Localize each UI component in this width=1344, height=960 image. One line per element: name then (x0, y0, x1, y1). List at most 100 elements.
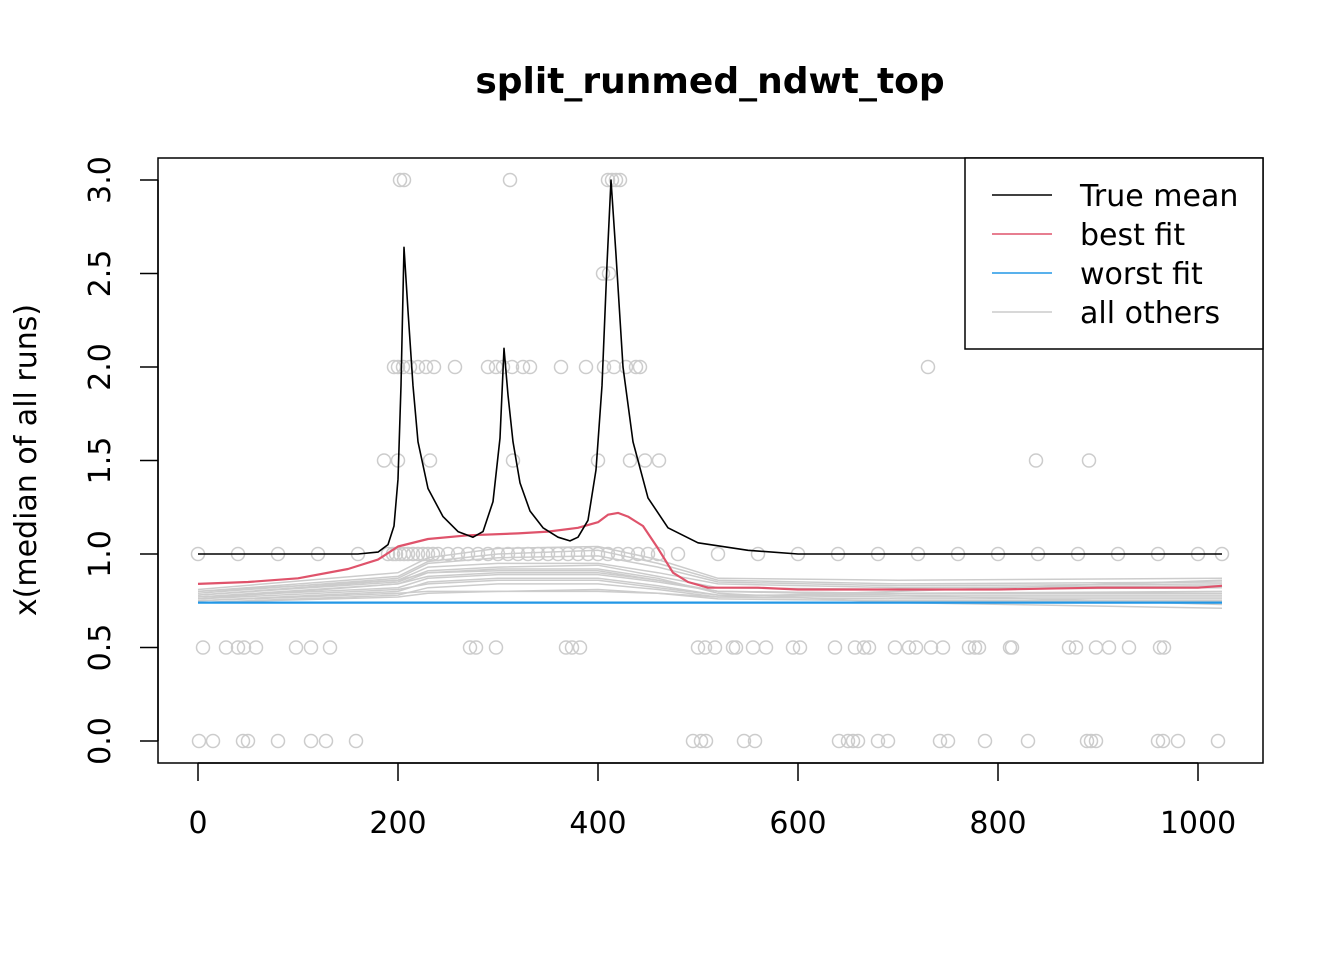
series-layer (197, 179, 1223, 604)
data-point (932, 733, 948, 749)
data-point (410, 359, 426, 375)
data-point (1121, 640, 1137, 655)
other-run-line-6 (197, 555, 1223, 595)
y-tick-label: 3.0 (83, 156, 118, 204)
points-layer (190, 172, 1230, 749)
data-point (758, 640, 774, 655)
y-tick-label: 1.5 (83, 437, 118, 485)
data-point (236, 640, 252, 655)
data-point (640, 546, 656, 562)
other-run-line-14 (197, 571, 1223, 606)
data-point (415, 546, 431, 562)
data-point (901, 640, 917, 655)
data-point (288, 640, 304, 655)
data-point (870, 733, 886, 749)
data-point (390, 359, 406, 375)
data-point (1088, 640, 1104, 655)
data-point (920, 359, 936, 375)
legend-label-all-others: all others (1080, 296, 1220, 331)
data-point (856, 640, 872, 655)
data-point (540, 546, 556, 562)
data-point (827, 640, 843, 655)
x-tick-label: 600 (769, 806, 826, 841)
data-point (698, 733, 714, 749)
data-point (195, 640, 211, 655)
other-run-line-8 (197, 545, 1223, 591)
data-point (386, 359, 402, 375)
data-point (618, 359, 634, 375)
x-tick-label: 0 (188, 806, 207, 841)
data-point (205, 733, 221, 749)
data-point (1081, 453, 1097, 468)
data-point (191, 733, 207, 749)
legend-label-true-mean: True mean (1079, 179, 1238, 214)
data-point (502, 172, 518, 188)
data-point (235, 733, 251, 749)
data-point (430, 546, 446, 562)
data-point (560, 546, 576, 562)
data-point (707, 640, 723, 655)
data-point (728, 640, 744, 655)
data-point (318, 733, 334, 749)
series-line-true-mean (198, 179, 1222, 555)
data-point (600, 172, 616, 188)
y-tick-label: 2.0 (83, 343, 118, 391)
data-point (923, 640, 939, 655)
data-point (425, 546, 441, 562)
data-point (570, 546, 586, 562)
data-point (488, 640, 504, 655)
data-point (400, 546, 416, 562)
data-point (396, 546, 412, 562)
data-point (510, 546, 526, 562)
y-tick-label: 0.0 (83, 717, 118, 765)
data-point (630, 546, 646, 562)
data-point (376, 453, 392, 468)
data-point (520, 546, 536, 562)
data-point (530, 546, 546, 562)
data-point (270, 733, 286, 749)
x-tick-label: 200 (369, 806, 426, 841)
data-point (685, 733, 701, 749)
data-point (558, 640, 574, 655)
data-point (596, 359, 612, 375)
data-point (792, 640, 808, 655)
data-point (1020, 733, 1036, 749)
data-point (505, 453, 521, 468)
data-point (908, 640, 924, 655)
data-point (977, 733, 993, 749)
data-point (831, 733, 847, 749)
data-point (447, 359, 463, 375)
data-point (420, 546, 436, 562)
data-point (470, 546, 486, 562)
data-point (845, 733, 861, 749)
data-point (590, 546, 606, 562)
data-point (480, 359, 496, 375)
data-point (422, 453, 438, 468)
data-point (1088, 733, 1104, 749)
other-run-line-12 (197, 568, 1223, 609)
data-point (1061, 640, 1077, 655)
data-point (426, 359, 442, 375)
data-point (1170, 733, 1186, 749)
y-tick-label: 2.5 (83, 250, 118, 298)
data-point (553, 359, 569, 375)
data-point (612, 172, 628, 188)
data-point (710, 546, 726, 562)
data-point (515, 359, 531, 375)
data-point (410, 546, 426, 562)
data-point (322, 640, 338, 655)
data-point (550, 546, 566, 562)
data-point (725, 640, 741, 655)
data-point (697, 640, 713, 655)
data-point (462, 640, 478, 655)
other-runs-layer (197, 545, 1223, 609)
data-point (468, 640, 484, 655)
y-axis: 0.0 0.5 1.0 1.5 2.0 2.5 3.0 (83, 156, 159, 765)
other-run-line-1 (197, 562, 1223, 596)
data-point (620, 546, 636, 562)
data-point (606, 359, 622, 375)
data-point (590, 453, 606, 468)
data-point (632, 359, 648, 375)
data-point (747, 733, 763, 749)
